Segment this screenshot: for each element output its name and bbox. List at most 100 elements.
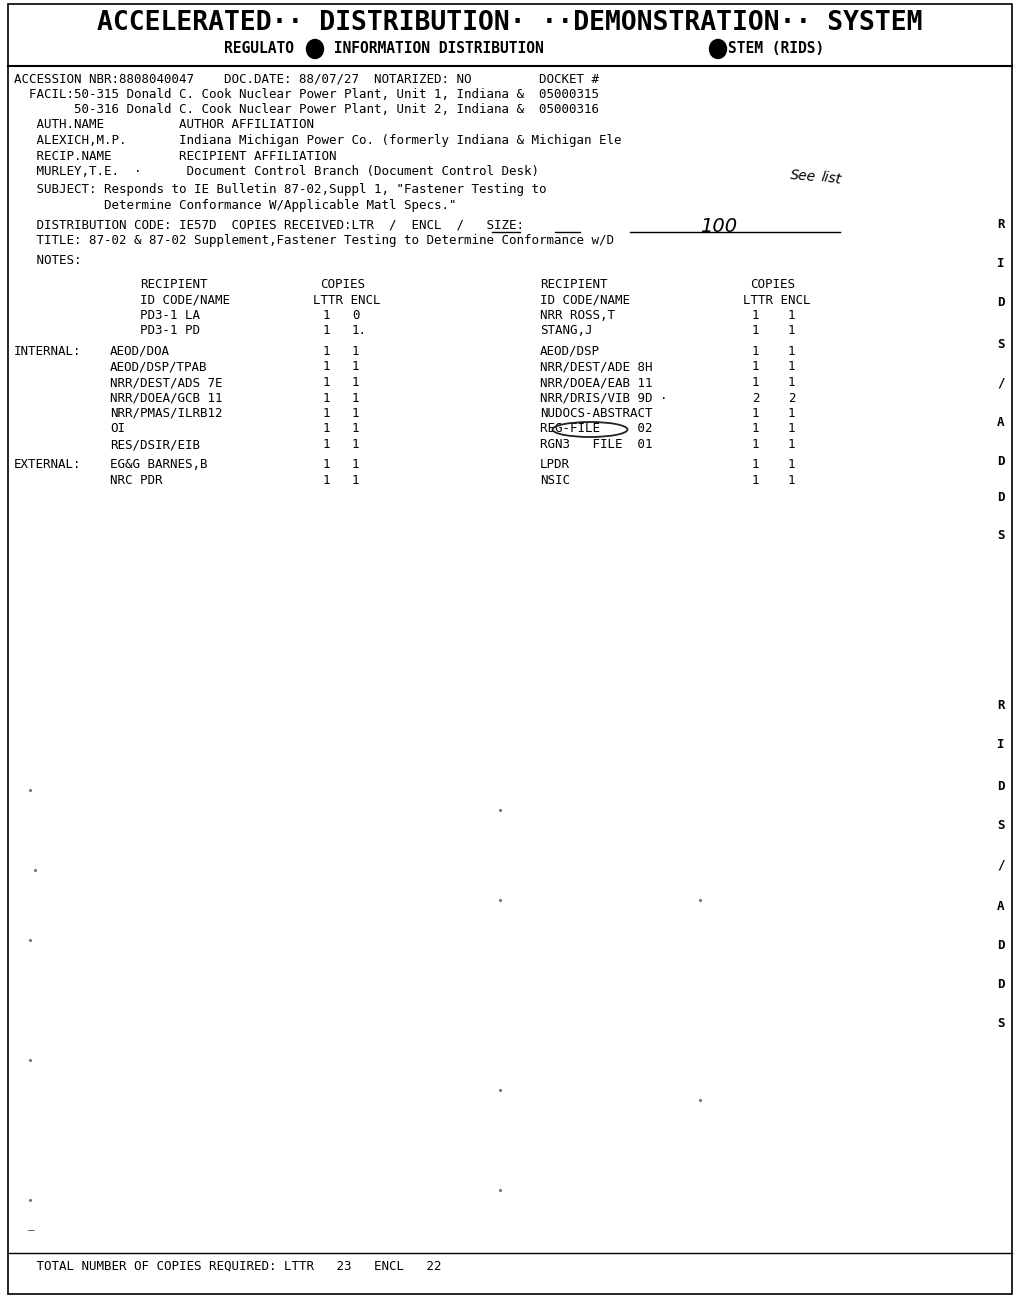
Text: 1: 1 [751,422,759,436]
Text: Determine Conformance W/Applicable Matl Specs.": Determine Conformance W/Applicable Matl … [14,199,457,212]
Text: EG&G BARNES,B: EG&G BARNES,B [110,459,207,472]
Text: 1: 1 [323,438,330,451]
Text: REGULATO: REGULATO [224,42,293,56]
Text: AEOD/DSP/TPAB: AEOD/DSP/TPAB [110,360,207,373]
Text: I: I [996,257,1004,270]
Text: I: I [996,738,1004,751]
Text: RES/DSIR/EIB: RES/DSIR/EIB [110,438,200,451]
Text: 1: 1 [352,391,359,404]
Text: COPIES: COPIES [749,278,794,291]
Text: /: / [996,858,1004,871]
Text: list: list [819,170,842,187]
Text: RECIP.NAME         RECIPIENT AFFILIATION: RECIP.NAME RECIPIENT AFFILIATION [14,150,336,162]
Text: 1: 1 [751,474,759,488]
Text: /: / [996,377,1004,390]
Text: 1: 1 [751,438,759,451]
Text: 1: 1 [352,360,359,373]
Text: EXTERNAL:: EXTERNAL: [14,459,82,472]
Text: D: D [996,978,1004,991]
Text: 1: 1 [788,459,795,472]
Text: DISTRIBUTION CODE: IE57D  COPIES RECEIVED:LTR  /  ENCL  /   SIZE:: DISTRIBUTION CODE: IE57D COPIES RECEIVED… [14,218,524,231]
Text: 1: 1 [352,459,359,472]
Text: 1: 1 [788,309,795,322]
Text: ALEXICH,M.P.       Indiana Michigan Power Co. (formerly Indiana & Michigan Ele: ALEXICH,M.P. Indiana Michigan Power Co. … [14,134,621,147]
Text: 1: 1 [751,459,759,472]
Text: 1: 1 [751,407,759,420]
Text: NRR/DEST/ADE 8H: NRR/DEST/ADE 8H [539,360,652,373]
Text: REG-FILE     02: REG-FILE 02 [539,422,652,436]
Text: NSIC: NSIC [539,474,570,488]
Text: COPIES: COPIES [320,278,365,291]
Text: D: D [996,455,1004,468]
Text: FACIL:50-315 Donald C. Cook Nuclear Power Plant, Unit 1, Indiana &  05000315: FACIL:50-315 Donald C. Cook Nuclear Powe… [14,87,598,100]
Text: 1: 1 [323,459,330,472]
Text: NRR/DRIS/VIB 9D ·: NRR/DRIS/VIB 9D · [539,391,666,404]
Text: RECIPIENT: RECIPIENT [140,278,207,291]
Text: 1.: 1. [352,325,367,338]
Text: NRR/DOEA/GCB 11: NRR/DOEA/GCB 11 [110,391,222,404]
Text: 1: 1 [323,344,330,358]
Text: R: R [996,218,1004,231]
Text: INTERNAL:: INTERNAL: [14,344,82,358]
Text: NUDOCS-ABSTRACT: NUDOCS-ABSTRACT [539,407,652,420]
Text: RECIPIENT: RECIPIENT [539,278,607,291]
Text: 1: 1 [788,360,795,373]
Text: S: S [996,338,1004,351]
Text: 1: 1 [788,438,795,451]
Text: SUBJECT: Responds to IE Bulletin 87-02,Suppl 1, "Fastener Testing to: SUBJECT: Responds to IE Bulletin 87-02,S… [14,183,546,196]
Text: ID CODE/NAME: ID CODE/NAME [539,294,630,307]
Text: 1: 1 [788,376,795,389]
Text: 1: 1 [352,438,359,451]
Ellipse shape [306,39,323,58]
Text: 1: 1 [788,344,795,358]
Text: A: A [996,900,1004,913]
Text: 2: 2 [788,391,795,404]
Text: NRR ROSS,T: NRR ROSS,T [539,309,614,322]
Text: AEOD/DSP: AEOD/DSP [539,344,599,358]
Text: 1: 1 [788,422,795,436]
Text: TITLE: 87-02 & 87-02 Supplement,Fastener Testing to Determine Conformance w/D: TITLE: 87-02 & 87-02 Supplement,Fastener… [14,234,613,247]
Text: 1: 1 [751,360,759,373]
Text: 1: 1 [323,309,330,322]
Text: S: S [996,1017,1004,1030]
Text: 1: 1 [751,325,759,338]
Text: 1: 1 [788,474,795,488]
Text: 1: 1 [323,474,330,488]
Text: See: See [790,168,816,185]
Text: NRR/DOEA/EAB 11: NRR/DOEA/EAB 11 [539,376,652,389]
Text: 1: 1 [323,407,330,420]
Text: PD3-1 LA: PD3-1 LA [140,309,200,322]
Text: LTTR ENCL: LTTR ENCL [742,294,810,307]
Text: STANG,J: STANG,J [539,325,592,338]
Text: RGN3   FILE  01: RGN3 FILE 01 [539,438,652,451]
Text: PD3-1 PD: PD3-1 PD [140,325,200,338]
Text: ACCESSION NBR:8808040047    DOC.DATE: 88/07/27  NOTARIZED: NO         DOCKET #: ACCESSION NBR:8808040047 DOC.DATE: 88/07… [14,72,598,84]
Text: LTTR ENCL: LTTR ENCL [313,294,380,307]
Text: –: – [28,1225,35,1235]
Text: 1: 1 [323,325,330,338]
Text: OI: OI [110,422,125,436]
Ellipse shape [709,39,726,58]
Text: 1: 1 [751,344,759,358]
Text: NRC PDR: NRC PDR [110,474,162,488]
Text: 1: 1 [352,344,359,358]
Text: A: A [996,416,1004,429]
Text: 1: 1 [323,422,330,436]
Text: 1: 1 [323,391,330,404]
Text: 1: 1 [323,360,330,373]
Text: 50-316 Donald C. Cook Nuclear Power Plant, Unit 2, Indiana &  05000316: 50-316 Donald C. Cook Nuclear Power Plan… [14,103,598,116]
Text: LPDR: LPDR [539,459,570,472]
Text: INFORMATION DISTRIBUTION: INFORMATION DISTRIBUTION [325,42,543,56]
Text: AEOD/DOA: AEOD/DOA [110,344,170,358]
Text: 1: 1 [751,376,759,389]
Text: 0: 0 [352,309,359,322]
Text: S: S [996,529,1004,542]
Text: TOTAL NUMBER OF COPIES REQUIRED: LTTR   23   ENCL   22: TOTAL NUMBER OF COPIES REQUIRED: LTTR 23… [14,1260,441,1273]
Text: 1: 1 [323,376,330,389]
Text: 1: 1 [352,422,359,436]
Text: D: D [996,939,1004,952]
Text: 1: 1 [352,376,359,389]
Text: 100: 100 [699,217,737,237]
Text: S: S [996,819,1004,832]
Text: 1: 1 [788,407,795,420]
